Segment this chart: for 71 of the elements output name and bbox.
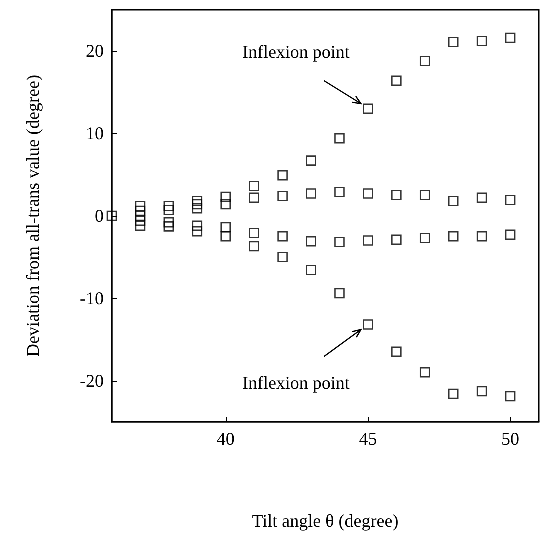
point (220, 231, 232, 242)
point (164, 222, 174, 232)
point (106, 210, 118, 222)
point (476, 386, 488, 397)
point (505, 195, 516, 206)
point (392, 76, 402, 86)
y-tick-label: 20 (86, 41, 104, 62)
point (363, 188, 374, 199)
y-tick-label: -10 (80, 288, 104, 308)
point (306, 188, 316, 199)
point (220, 222, 232, 233)
y-tick-label: -20 (80, 370, 104, 391)
x-axis-title: Tilt angle θ (degree) (252, 511, 399, 531)
point (420, 56, 430, 66)
point (420, 367, 430, 378)
point (448, 196, 459, 206)
y-tick-label: 10 (86, 124, 104, 144)
point (135, 206, 146, 216)
point (476, 36, 488, 46)
y-axis-title: Deviation from all-trans value (degree) (23, 75, 43, 357)
point (334, 288, 345, 299)
point (334, 133, 345, 144)
point (135, 220, 146, 232)
point (135, 200, 146, 212)
point (420, 190, 430, 201)
point (306, 156, 316, 166)
point (249, 228, 260, 238)
point (306, 236, 316, 247)
point (164, 205, 174, 216)
point (476, 231, 488, 242)
point (476, 192, 488, 204)
point (278, 191, 288, 202)
point (192, 196, 203, 206)
point (249, 181, 260, 192)
point (420, 233, 430, 244)
point (192, 226, 203, 237)
annotation: Inflexion point (242, 42, 350, 62)
point (334, 237, 345, 248)
x-tick-label: 50 (502, 429, 520, 449)
x-tick-label: 40 (216, 429, 235, 449)
point (220, 199, 232, 210)
point (392, 234, 402, 246)
point (192, 220, 203, 232)
point (192, 203, 203, 214)
point (278, 252, 288, 262)
point (505, 32, 516, 44)
point (392, 190, 402, 201)
point (306, 265, 316, 276)
point (363, 104, 374, 114)
point (278, 231, 288, 242)
point (192, 199, 203, 210)
point (392, 346, 402, 358)
point (249, 192, 260, 204)
point (164, 200, 174, 212)
point (278, 170, 288, 181)
y-tick-label: 0 (95, 206, 104, 226)
point (135, 210, 146, 222)
point (220, 192, 232, 202)
point (135, 216, 146, 226)
x-tick-label: 45 (359, 429, 378, 449)
point (363, 320, 374, 330)
point (164, 217, 174, 228)
point (505, 230, 516, 240)
point (448, 231, 459, 242)
point (249, 241, 260, 252)
point (448, 388, 459, 400)
point (448, 36, 459, 48)
point (334, 186, 345, 198)
point (363, 236, 374, 246)
annotation: Inflexion point (242, 372, 350, 393)
point (505, 391, 516, 402)
